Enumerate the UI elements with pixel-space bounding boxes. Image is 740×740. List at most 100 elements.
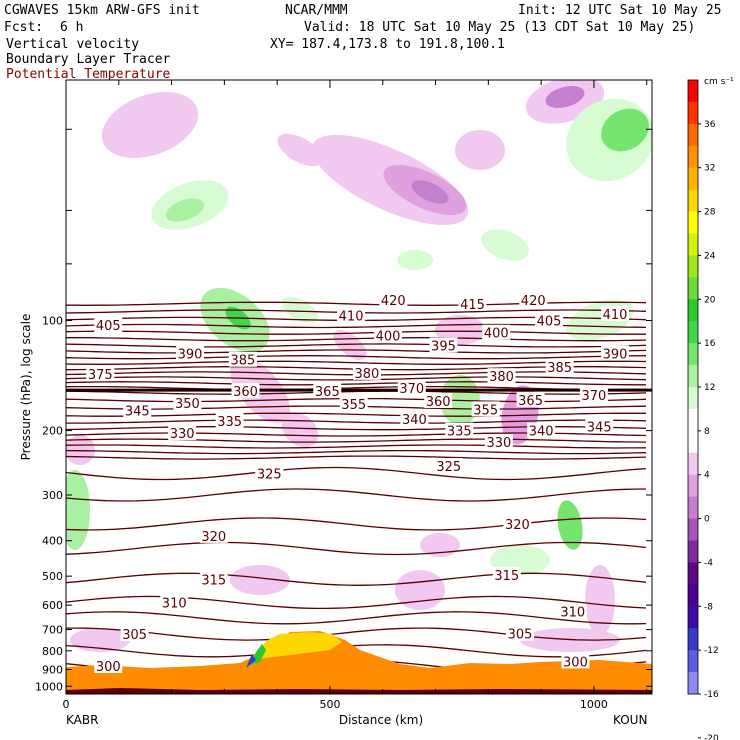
colorbar-swatch xyxy=(688,233,698,256)
theta-label: 330 xyxy=(170,427,195,442)
theta-label-bg xyxy=(545,358,574,374)
colorbar-label: 28 xyxy=(704,208,716,218)
colorbar-swatch xyxy=(688,365,698,388)
theta-contour xyxy=(66,455,647,460)
velocity-blob xyxy=(585,565,615,635)
colorbar-swatch xyxy=(688,211,698,234)
theta-label-bg xyxy=(231,383,260,399)
theta-label-bg xyxy=(424,393,453,409)
theta-label: 305 xyxy=(508,628,533,643)
plot-frame xyxy=(65,79,653,695)
forecast-label: Fcst: xyxy=(4,20,44,35)
colorbar: 36 32 28 24 20 16 12 8 4 0 -4 -8 -12 -16 -20 xyxy=(687,79,719,740)
theta-label-bg xyxy=(255,465,284,481)
y-tick-label: 600 xyxy=(42,599,63,612)
theta-contour xyxy=(66,343,647,348)
theta-label: 305 xyxy=(122,628,147,643)
theta-label-bg xyxy=(434,458,463,474)
velocity-blob xyxy=(411,180,449,204)
theta-label: 420 xyxy=(521,294,546,309)
theta-label: 410 xyxy=(603,308,628,323)
colorbar-label: 32 xyxy=(704,164,715,174)
colorbar-label: -8 xyxy=(704,602,713,612)
y-tick-label: 100 xyxy=(42,315,63,328)
theta-label: 385 xyxy=(547,361,572,376)
theta-label: 400 xyxy=(484,327,509,342)
theta-contour xyxy=(66,301,647,306)
x-tick-label: 0 xyxy=(63,698,70,711)
velocity-blob xyxy=(481,229,529,261)
theta-label: 360 xyxy=(233,385,258,400)
theta-label-bg xyxy=(339,395,368,411)
velocity-blob xyxy=(397,250,433,270)
colorbar-swatch xyxy=(688,496,698,519)
theta-label-bg xyxy=(601,345,630,361)
colorbar-swatch xyxy=(688,540,698,563)
colorbar-swatch xyxy=(688,518,698,541)
theta-label: 320 xyxy=(505,518,530,533)
theta-label-bg xyxy=(173,394,202,410)
theta-label-bg xyxy=(94,317,123,333)
theta-label: 385 xyxy=(230,354,255,369)
velocity-blob xyxy=(66,470,90,550)
theta-label-bg xyxy=(579,387,608,403)
field-vertical-velocity: Vertical velocity xyxy=(6,37,140,52)
theta-label-bg xyxy=(503,515,532,531)
theta-label: 375 xyxy=(88,368,113,383)
theta-contour xyxy=(66,412,646,417)
theta-label: 310 xyxy=(162,596,187,611)
theta-label-bg xyxy=(471,401,500,417)
x-tick-label: 1000 xyxy=(580,698,608,711)
theta-label-bg xyxy=(199,571,228,587)
theta-label: 355 xyxy=(341,398,366,413)
theta-label-bg xyxy=(492,566,521,582)
colorbar-swatch xyxy=(688,606,698,629)
theta-contour xyxy=(66,488,647,502)
colorbar-label: 16 xyxy=(704,339,716,349)
theta-label-bg xyxy=(484,434,513,450)
colorbar-label: 36 xyxy=(704,120,716,130)
colorbar-swatch xyxy=(688,562,698,585)
y-axis-title: Pressure (hPa), log scale xyxy=(19,314,33,461)
y-tick-label: 300 xyxy=(42,489,63,502)
theta-label-bg xyxy=(516,392,545,408)
theta-contour xyxy=(66,444,647,449)
theta-label-bg xyxy=(445,422,474,438)
theta-contour xyxy=(66,355,647,360)
colorbar-swatch xyxy=(688,408,698,432)
y-tick-label: 500 xyxy=(42,570,63,583)
velocity-blob xyxy=(333,330,367,360)
theta-label: 300 xyxy=(563,655,588,670)
theta-label: 335 xyxy=(217,415,242,430)
velocity-blob xyxy=(455,130,505,170)
theta-contour xyxy=(66,381,646,386)
colorbar-swatch xyxy=(688,80,698,103)
theta-label: 370 xyxy=(399,382,424,397)
y-tick-label: 700 xyxy=(42,624,63,637)
colorbar-label: 24 xyxy=(704,251,716,261)
velocity-blob xyxy=(601,108,649,152)
theta-label: 390 xyxy=(603,347,628,362)
colorbar-unit: cm s⁻¹ xyxy=(704,77,734,87)
field-boundary-layer-tracer: Boundary Layer Tracer xyxy=(6,52,171,67)
y-tick-label: 800 xyxy=(42,645,63,658)
x-axis-title: Distance (km) xyxy=(339,713,423,727)
terrain-surface xyxy=(66,688,652,694)
colorbar-swatch xyxy=(688,167,698,191)
theta-labels: 420 415 420 405 410 405 410 400 400 395 390 385 390 3… xyxy=(86,292,630,675)
theta-label-bg xyxy=(429,337,458,353)
theta-label-bg xyxy=(506,625,535,641)
theta-contour xyxy=(66,611,647,625)
colorbar-label: 20 xyxy=(704,295,716,305)
theta-contour xyxy=(66,541,647,556)
colorbar-swatch xyxy=(688,430,698,454)
theta-label-bg xyxy=(199,527,228,543)
colorbar-label: -4 xyxy=(704,558,713,568)
tracer-edge-blue xyxy=(246,654,256,668)
colorbar-swatch xyxy=(688,650,698,673)
theta-contour xyxy=(66,627,647,641)
theta-label: 300 xyxy=(96,660,121,675)
theta-label-bg xyxy=(400,411,429,427)
theta-contour xyxy=(66,644,647,658)
colorbar-swatch xyxy=(688,452,698,476)
